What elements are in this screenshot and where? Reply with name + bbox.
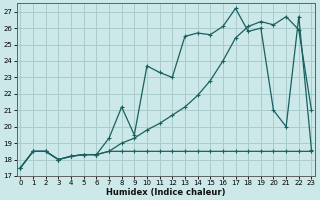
X-axis label: Humidex (Indice chaleur): Humidex (Indice chaleur)	[106, 188, 226, 197]
